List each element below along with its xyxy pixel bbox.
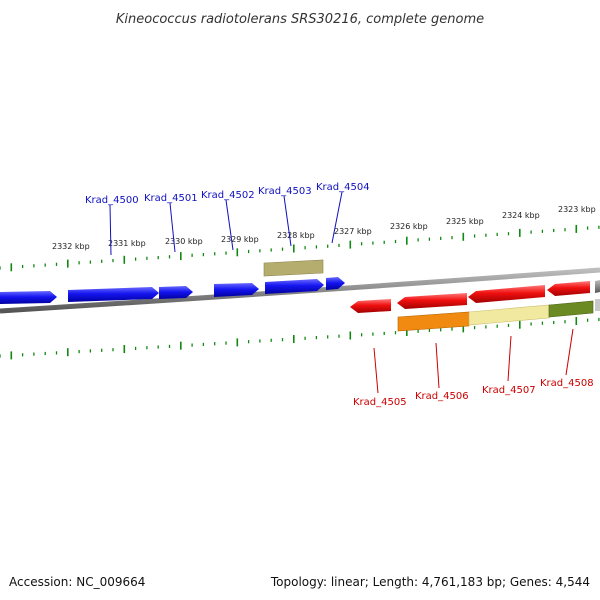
kbp-label: 2331 kbp [108, 239, 146, 248]
feature-block-orange[interactable] [397, 311, 470, 332]
label-leader [109, 204, 112, 256]
lower-tick-track [0, 317, 600, 360]
gene-label-reverse[interactable]: Krad_4508 [540, 378, 594, 389]
reverse-strand-genes [350, 280, 600, 313]
gene-arrow-forward[interactable] [68, 287, 159, 302]
gene-arrow-reverse[interactable] [397, 293, 467, 309]
label-leader [331, 191, 343, 244]
feature-block-pale-yellow[interactable] [468, 304, 550, 326]
kbp-label: 2326 kbp [390, 222, 428, 231]
gene-arrow-reverse[interactable] [595, 280, 600, 293]
gene-arrow-reverse[interactable] [547, 281, 590, 296]
gene-label-forward[interactable]: Krad_4504 [316, 182, 370, 193]
gene-arrow-reverse[interactable] [468, 285, 545, 303]
label-leader [373, 347, 379, 394]
kbp-label: 2330 kbp [165, 237, 203, 246]
forward-strand-genes [0, 277, 345, 304]
kbp-label: 2327 kbp [334, 227, 372, 236]
gene-arrow-forward[interactable] [265, 279, 324, 294]
kbp-label: 2323 kbp [558, 205, 596, 214]
feature-block-grey[interactable] [595, 299, 600, 311]
gene-arrow-reverse[interactable] [350, 299, 391, 313]
map-title: Kineococcus radiotolerans SRS30216, comp… [116, 12, 484, 27]
accession-text: Accession: NC_009664 [9, 575, 145, 589]
kbp-label: 2324 kbp [502, 211, 540, 220]
gene-label-forward[interactable]: Krad_4501 [144, 193, 198, 204]
gene-label-forward[interactable]: Krad_4502 [201, 190, 255, 201]
gene-arrow-forward[interactable] [214, 283, 259, 297]
label-leader [283, 195, 292, 247]
label-leader [507, 335, 512, 382]
kbp-label: 2325 kbp [446, 217, 484, 226]
label-leader [169, 202, 176, 253]
gene-label-forward[interactable]: Krad_4500 [85, 195, 139, 206]
kbp-label: 2329 kbp [221, 235, 259, 244]
feature-block-olive[interactable] [548, 300, 594, 318]
upper-tick-track [0, 224, 600, 272]
kbp-label: 2332 kbp [52, 242, 90, 251]
gene-arrow-forward[interactable] [0, 291, 57, 304]
gene-label-reverse[interactable]: Krad_4506 [415, 391, 469, 402]
gene-arrow-forward[interactable] [326, 277, 345, 290]
kbp-label: 2328 kbp [277, 231, 315, 240]
gene-label-reverse[interactable]: Krad_4505 [353, 397, 407, 408]
gene-arrow-forward[interactable] [159, 286, 193, 299]
gene-label-forward[interactable]: Krad_4503 [258, 186, 312, 197]
label-leader [565, 328, 574, 376]
genome-summary-text: Topology: linear; Length: 4,761,183 bp; … [270, 575, 590, 589]
label-leader [435, 342, 440, 389]
gene-label-reverse[interactable]: Krad_4507 [482, 385, 536, 396]
label-leader [225, 199, 234, 251]
feature-block-khaki[interactable] [263, 259, 324, 277]
